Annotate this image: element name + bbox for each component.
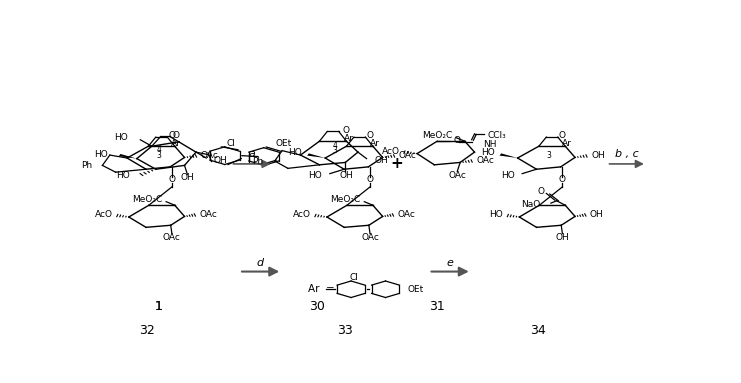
Text: Ar  =: Ar = bbox=[308, 284, 335, 294]
Text: HO: HO bbox=[288, 148, 302, 157]
Text: a: a bbox=[248, 149, 255, 159]
Text: OH: OH bbox=[213, 156, 227, 165]
Text: Ph: Ph bbox=[252, 157, 263, 166]
Text: +: + bbox=[391, 156, 403, 172]
Text: 1: 1 bbox=[155, 300, 162, 313]
Text: OAc: OAc bbox=[199, 210, 217, 219]
Text: 4: 4 bbox=[333, 141, 337, 150]
Text: 30: 30 bbox=[309, 300, 325, 313]
Text: O: O bbox=[168, 131, 176, 140]
Text: 1: 1 bbox=[155, 300, 162, 313]
Text: HO: HO bbox=[114, 133, 127, 142]
Text: OH: OH bbox=[181, 173, 194, 182]
Text: e: e bbox=[446, 258, 453, 268]
Text: HO: HO bbox=[308, 171, 322, 180]
Text: HO: HO bbox=[481, 148, 494, 157]
Text: Ar: Ar bbox=[344, 134, 353, 143]
Text: O: O bbox=[559, 131, 566, 140]
Text: O: O bbox=[537, 187, 544, 196]
Text: O: O bbox=[367, 175, 373, 184]
Text: 32: 32 bbox=[139, 324, 155, 337]
Polygon shape bbox=[307, 154, 325, 158]
Text: MeO₂C: MeO₂C bbox=[422, 131, 452, 140]
Text: 3: 3 bbox=[547, 151, 551, 160]
Text: O: O bbox=[168, 175, 176, 184]
Text: Ar: Ar bbox=[171, 139, 182, 148]
Text: OAc: OAc bbox=[476, 155, 494, 165]
Text: AcO: AcO bbox=[382, 147, 400, 156]
Text: Cl: Cl bbox=[226, 139, 235, 148]
Text: NaO: NaO bbox=[522, 200, 541, 209]
Text: MeO₂C: MeO₂C bbox=[132, 195, 162, 204]
Text: Cl: Cl bbox=[350, 273, 359, 282]
Text: OAc: OAc bbox=[163, 232, 181, 242]
Text: 3: 3 bbox=[333, 146, 337, 155]
Text: OEt: OEt bbox=[275, 139, 291, 148]
Text: O: O bbox=[367, 131, 373, 140]
Text: HO: HO bbox=[490, 210, 503, 219]
Polygon shape bbox=[499, 154, 517, 158]
Text: AcO: AcO bbox=[293, 210, 311, 219]
Text: O: O bbox=[342, 126, 349, 134]
Text: OH: OH bbox=[556, 232, 569, 242]
Polygon shape bbox=[119, 154, 137, 159]
Text: O: O bbox=[559, 175, 566, 184]
Text: NH: NH bbox=[483, 140, 496, 149]
Text: OEt: OEt bbox=[408, 285, 424, 294]
Text: Ph: Ph bbox=[81, 161, 92, 170]
Text: Ar: Ar bbox=[562, 139, 572, 148]
Text: 33: 33 bbox=[337, 324, 353, 337]
Text: 4: 4 bbox=[156, 145, 161, 154]
Text: OAc: OAc bbox=[398, 210, 416, 219]
Text: 34: 34 bbox=[530, 324, 545, 337]
Text: 3: 3 bbox=[156, 151, 161, 160]
Text: HO: HO bbox=[116, 171, 130, 180]
Text: OAc: OAc bbox=[361, 232, 379, 242]
Text: O: O bbox=[453, 136, 460, 145]
Text: MeO₂C: MeO₂C bbox=[330, 195, 360, 204]
Text: OH: OH bbox=[374, 157, 388, 165]
Text: OAc: OAc bbox=[201, 151, 219, 160]
Text: Ar: Ar bbox=[370, 139, 379, 148]
Text: HO: HO bbox=[501, 171, 515, 180]
Text: OH: OH bbox=[339, 171, 353, 180]
Text: O: O bbox=[172, 131, 179, 140]
Text: HO: HO bbox=[94, 150, 108, 159]
Text: b , c: b , c bbox=[615, 149, 639, 159]
Text: d: d bbox=[256, 258, 264, 268]
Text: OAc: OAc bbox=[448, 171, 466, 180]
Text: AcO: AcO bbox=[95, 210, 113, 219]
Text: OH: OH bbox=[590, 210, 604, 219]
Text: 31: 31 bbox=[429, 300, 445, 313]
Text: OH: OH bbox=[591, 151, 605, 160]
Text: CCl₃: CCl₃ bbox=[488, 131, 507, 141]
Text: OAc: OAc bbox=[399, 151, 416, 160]
